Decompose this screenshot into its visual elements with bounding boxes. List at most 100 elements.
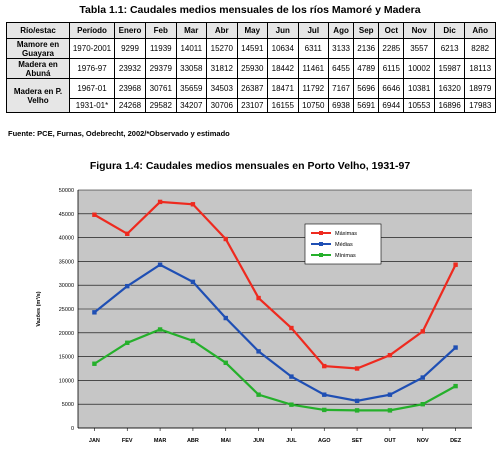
- table-row: Madera en P. Velho 1967-01 23968 30761 3…: [6, 78, 496, 113]
- data-point: [354, 366, 360, 371]
- data-point: [223, 315, 228, 321]
- y-tick-label: 15000: [59, 355, 74, 361]
- table-cell: 15987: [433, 58, 466, 79]
- table-cell: 1967-01: [69, 78, 115, 99]
- table-header-row: Río/estac Período Enero Feb Mar Abr May …: [6, 22, 496, 39]
- station-cell: Mamore en Guayara: [6, 38, 70, 59]
- data-point: [453, 262, 458, 267]
- table-cell: 6646: [378, 78, 405, 99]
- data-point: [453, 383, 458, 389]
- data-point: [190, 202, 196, 207]
- table-cell: 5696: [353, 78, 380, 99]
- table-cell: 1970-2001: [69, 38, 115, 59]
- x-tick-label: SET: [352, 438, 363, 444]
- data-point: [92, 361, 97, 366]
- table-cell: 29379: [145, 58, 177, 79]
- y-tick-label: 45000: [59, 212, 74, 218]
- data-point: [256, 349, 261, 354]
- table-cell: 10750: [297, 98, 330, 113]
- station-cell: Madera en Abuná: [6, 58, 70, 79]
- header-cell: Jul: [297, 22, 330, 39]
- header-cell: Ago: [328, 22, 355, 39]
- data-point: [125, 340, 130, 345]
- table-cell: 14011: [175, 38, 208, 59]
- data-point: [289, 402, 294, 407]
- table-cell: 9299: [113, 38, 147, 59]
- table-source-note: Fuente: PCE, Furnas, Odebrecht, 2002/*Ob…: [8, 129, 230, 138]
- table-row: Madera en Abuná 1976-97 23932 29379 3305…: [6, 58, 496, 79]
- table-cell: 15270: [206, 38, 238, 59]
- legend-marker: [319, 231, 323, 235]
- data-point: [322, 392, 327, 397]
- table-cell: 30761: [145, 78, 177, 99]
- data-point: [387, 352, 393, 358]
- header-cell: Oct: [378, 22, 405, 39]
- y-tick-label: 25000: [59, 307, 74, 313]
- table-cell: 10634: [267, 38, 299, 59]
- table-row: Mamore en Guayara 1970-2001 9299 11939 1…: [6, 38, 496, 59]
- data-point: [190, 338, 196, 344]
- table-cell: 14591: [236, 38, 269, 59]
- table-cell: 16320: [433, 78, 466, 99]
- data-point: [387, 408, 393, 413]
- series-line: [93, 328, 457, 412]
- x-tick-label: MAI: [221, 438, 232, 444]
- y-tick-label: 40000: [59, 236, 74, 242]
- data-point: [354, 398, 360, 404]
- legend-marker: [319, 253, 323, 257]
- data-point: [387, 392, 393, 397]
- table-cell: 11461: [297, 58, 330, 79]
- header-cell: Mar: [175, 22, 208, 39]
- x-tick-label: JUN: [253, 438, 264, 444]
- table-cell: 1931-01*: [69, 98, 115, 113]
- header-cell: Abr: [206, 22, 238, 39]
- data-point: [420, 402, 425, 407]
- data-point: [322, 407, 327, 413]
- table-cell: 2136: [353, 38, 380, 59]
- header-cell: Jun: [267, 22, 299, 39]
- header-cell: Período: [69, 22, 115, 39]
- table-cell: 10002: [403, 58, 435, 79]
- y-tick-label: 0: [71, 426, 74, 432]
- x-tick-label: OUT: [384, 438, 396, 444]
- table-cell: 6115: [378, 58, 405, 79]
- table-cell: 33058: [175, 58, 208, 79]
- y-axis-label: Vazões (m³/s): [35, 291, 42, 326]
- y-tick-label: 20000: [59, 331, 74, 337]
- header-cell: Dic: [433, 22, 466, 39]
- data-point: [92, 310, 97, 315]
- table-cell: 30706: [206, 98, 238, 113]
- table-cell: 6213: [433, 38, 466, 59]
- table-cell: 31812: [206, 58, 238, 79]
- table-cell: 4789: [353, 58, 380, 79]
- table-cell: 3557: [403, 38, 435, 59]
- table-cell: 1976-97: [69, 58, 115, 79]
- table-cell: 26387: [236, 78, 269, 99]
- series-line: [93, 263, 457, 402]
- table-cell: 18113: [464, 58, 496, 79]
- table-cell: 18979: [464, 78, 496, 99]
- x-tick-label: DEZ: [450, 438, 462, 444]
- table-cell: 11939: [145, 38, 177, 59]
- data-point: [157, 262, 163, 267]
- header-cell: Sep: [353, 22, 380, 39]
- x-tick-label: MAR: [154, 438, 167, 444]
- table-cell: 18442: [267, 58, 299, 79]
- legend-marker: [319, 242, 323, 246]
- table-cell: 18471: [267, 78, 299, 99]
- y-tick-label: 10000: [59, 378, 74, 384]
- table-row: 1931-01* 24268 29582 34207 30706 23107 1…: [7, 98, 496, 113]
- header-cell: Feb: [145, 22, 177, 39]
- data-point: [289, 374, 294, 379]
- table-cell: 23107: [236, 98, 269, 113]
- table-cell: 8282: [464, 38, 496, 59]
- data-point: [157, 199, 163, 205]
- legend-label: Mínimas: [335, 253, 356, 259]
- header-cell: Enero: [113, 22, 147, 39]
- table-cell: 6944: [378, 98, 405, 113]
- series-line: [93, 200, 457, 370]
- x-tick-label: ABR: [187, 438, 199, 444]
- table-cell: 34503: [206, 78, 238, 99]
- table-cell: 23968: [113, 78, 147, 99]
- data-point: [420, 329, 425, 334]
